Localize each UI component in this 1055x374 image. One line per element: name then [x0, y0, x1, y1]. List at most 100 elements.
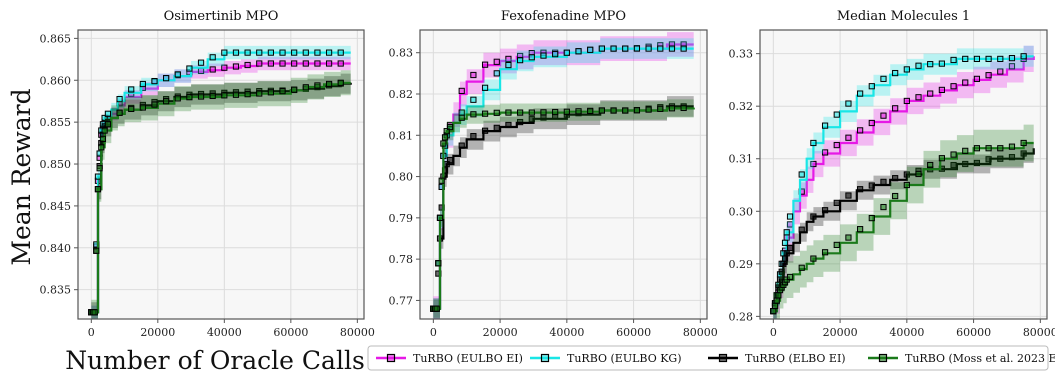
data-point-marker: [810, 213, 817, 220]
data-point-marker: [493, 109, 500, 116]
data-point-marker: [101, 114, 108, 122]
legend-label: TuRBO (EULBO EI): [413, 352, 523, 365]
y-tick-label: 0.80: [389, 171, 414, 184]
data-point-marker: [458, 114, 465, 121]
y-tick-label: 0.31: [729, 153, 754, 166]
data-point-marker: [291, 49, 298, 56]
data-point-marker: [786, 213, 794, 220]
data-point-marker: [493, 58, 500, 65]
data-point-marker: [232, 63, 240, 70]
x-tick-label: 80000: [683, 326, 718, 339]
y-tick-label: 0.82: [389, 88, 414, 101]
data-point-marker: [892, 105, 899, 112]
data-point-marker: [174, 95, 181, 102]
y-tick-label: 0.78: [389, 253, 414, 266]
x-tick-label: 0: [770, 326, 777, 339]
data-point-marker: [528, 109, 535, 116]
data-point-marker: [1008, 55, 1016, 62]
data-point-marker: [915, 62, 922, 69]
data-point-marker: [470, 96, 477, 103]
data-point-marker: [633, 107, 641, 114]
y-tick-label: 0.855: [40, 116, 72, 129]
data-point-marker: [186, 94, 193, 101]
x-tick-label: 80000: [340, 326, 375, 339]
data-point-marker: [1008, 143, 1016, 150]
data-point-marker: [575, 108, 582, 115]
data-point-marker: [973, 159, 981, 167]
data-point-marker: [880, 75, 887, 82]
x-tick-label: 60000: [273, 326, 308, 339]
y-tick-label: 0.33: [729, 48, 754, 61]
data-point-marker: [279, 49, 286, 56]
data-point-marker: [163, 75, 170, 82]
y-tick-label: 0.845: [40, 200, 72, 213]
data-point-marker: [493, 70, 500, 77]
data-point-marker: [99, 135, 107, 142]
data-point-marker: [857, 186, 864, 193]
data-point-marker: [950, 161, 957, 169]
x-tick-label: 20000: [483, 326, 518, 339]
y-tick-label: 0.83: [389, 47, 414, 60]
plot-area: [760, 30, 1047, 319]
data-point-marker: [985, 145, 992, 152]
chart-panel: 0.835 0.840 0.845 0.850 0.855 0.860 0.865 0 2000…: [40, 9, 375, 339]
plot-frame: [77, 29, 365, 320]
y-tick-label: 0.835: [40, 284, 72, 297]
data-point-marker: [1020, 150, 1027, 157]
x-axis-label: Number of Oracle Calls: [65, 346, 365, 374]
data-point-marker: [104, 110, 112, 117]
data-point-marker: [622, 107, 629, 114]
data-point-marker: [279, 60, 286, 67]
data-point-marker: [563, 108, 570, 115]
data-point-marker: [438, 177, 445, 184]
data-point-marker: [314, 82, 321, 89]
x-tick-label: 40000: [549, 326, 584, 339]
data-point-marker: [267, 60, 274, 67]
data-point-marker: [868, 182, 875, 189]
data-point-marker: [938, 86, 945, 94]
legend-item: TuRBO (EULBO KG): [530, 352, 682, 365]
y-tick-label: 0.865: [40, 32, 72, 45]
data-point-marker: [435, 260, 442, 267]
data-point-marker: [302, 84, 309, 91]
data-point-marker: [337, 60, 344, 67]
data-point-marker: [517, 57, 524, 64]
data-point-marker: [116, 96, 123, 103]
data-point-marker: [209, 92, 216, 100]
data-point-marker: [440, 140, 447, 147]
data-point-marker: [436, 214, 444, 221]
data-point-marker: [845, 100, 852, 107]
data-point-marker: [657, 45, 664, 52]
data-point-marker: [892, 192, 899, 200]
data-point-marker: [244, 91, 251, 98]
data-point-marker: [622, 45, 629, 52]
x-tick-label: 40000: [889, 326, 924, 339]
y-tick-label: 0.32: [729, 100, 754, 113]
data-point-marker: [985, 55, 992, 62]
data-point-marker: [267, 89, 274, 96]
data-point-marker: [778, 268, 785, 275]
y-tick-label: 0.28: [729, 310, 754, 323]
data-point-marker: [540, 52, 547, 59]
data-point-marker: [680, 45, 687, 52]
data-point-marker: [101, 127, 108, 134]
data-point-marker: [845, 192, 852, 199]
confidence-band: [91, 70, 351, 319]
data-point-marker: [505, 61, 512, 69]
legend-marker: [718, 353, 728, 363]
data-point-marker: [868, 119, 875, 127]
y-tick-label: 0.29: [729, 258, 754, 271]
legend-item: TuRBO (EULBO EI): [376, 352, 523, 365]
data-point-marker: [927, 161, 934, 169]
data-point-marker: [903, 66, 910, 73]
data-point-marker: [493, 124, 500, 131]
data-point-marker: [821, 207, 829, 214]
data-point-marker: [302, 49, 309, 56]
legend-item: TuRBO (Moss et al. 2023 EI): [868, 352, 1055, 365]
data-point-marker: [915, 94, 922, 101]
data-point-marker: [997, 155, 1004, 162]
legend-label: TuRBO (EULBO KG): [567, 352, 682, 365]
data-point-marker: [337, 79, 344, 86]
data-point-marker: [950, 56, 957, 64]
legend-label: TuRBO (ELBO EI): [745, 352, 846, 365]
